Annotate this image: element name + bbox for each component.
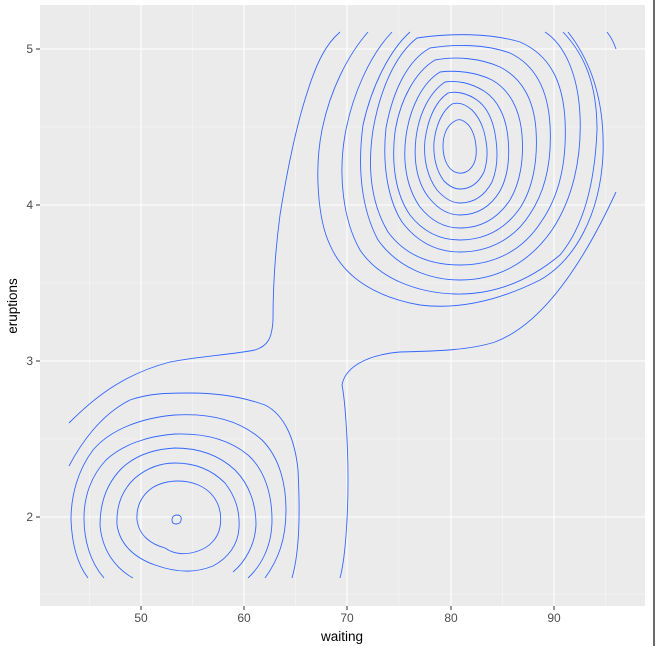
y-tick-label: 5 — [26, 42, 33, 56]
axis-ticks — [36, 48, 555, 610]
y-tick-label: 4 — [26, 198, 33, 212]
density-contours — [68, 31, 617, 579]
x-tick-label: 90 — [547, 611, 561, 625]
x-axis-title: waiting — [320, 629, 363, 644]
x-axis-tick-labels: 50 60 70 80 90 — [134, 611, 561, 625]
x-tick-label: 50 — [134, 611, 148, 625]
y-tick-label: 2 — [26, 510, 33, 524]
y-tick-label: 3 — [26, 354, 33, 368]
y-axis-tick-labels: 2 3 4 5 — [26, 42, 33, 524]
x-tick-label: 80 — [444, 611, 458, 625]
y-axis-title: eruptions — [5, 278, 20, 334]
x-tick-label: 60 — [237, 611, 251, 625]
window-edge — [653, 0, 655, 646]
x-tick-label: 70 — [340, 611, 354, 625]
